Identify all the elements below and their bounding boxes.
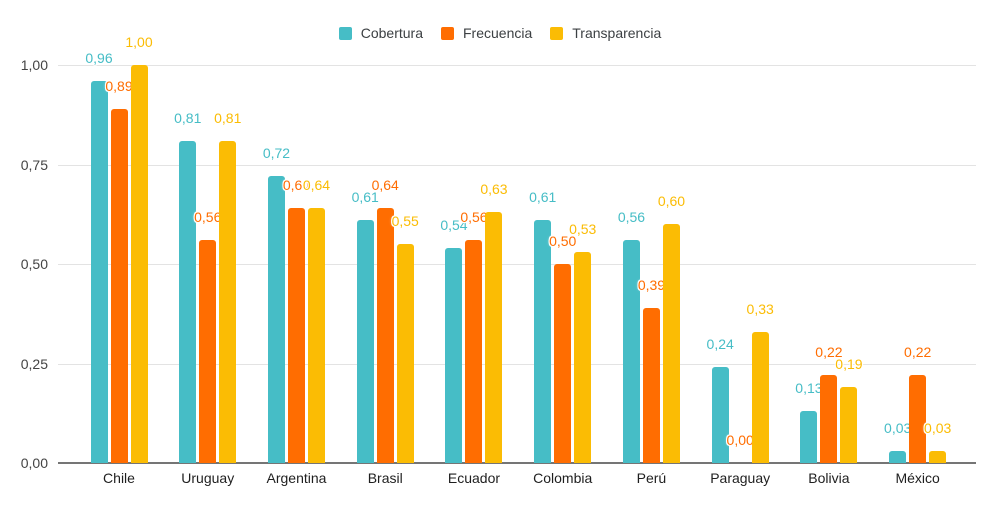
bar-transparencia-chile[interactable] bbox=[130, 65, 148, 463]
value-label-frecuencia-uruguay: 0,56 bbox=[194, 209, 222, 226]
bar-frecuencia-peru[interactable] bbox=[642, 307, 660, 463]
value-label-frecuencia-brasil: 0,64 bbox=[371, 177, 399, 194]
value-label-transparencia-paraguay: 0,33 bbox=[746, 300, 774, 317]
value-label-cobertura-paraguay: 0,24 bbox=[706, 336, 734, 353]
bar-cobertura-uruguay[interactable] bbox=[179, 140, 197, 463]
value-label-cobertura-chile: 0,96 bbox=[85, 49, 113, 66]
value-label-frecuencia-peru: 0,39 bbox=[637, 276, 666, 293]
bar-transparencia-peru[interactable] bbox=[662, 224, 680, 463]
value-label-cobertura-mexico: 0,03 bbox=[884, 420, 912, 437]
x-axis-label-brasil: Brasil bbox=[367, 470, 403, 486]
value-label-frecuencia-chile: 0,89 bbox=[105, 77, 133, 94]
bar-cobertura-paraguay[interactable] bbox=[711, 367, 729, 463]
bar-frecuencia-uruguay[interactable] bbox=[199, 240, 217, 463]
x-axis-label-chile: Chile bbox=[103, 470, 135, 486]
value-label-cobertura-brasil: 0,61 bbox=[351, 189, 379, 206]
bar-transparencia-bolivia[interactable] bbox=[840, 387, 858, 463]
value-label-transparencia-argentina: 0,64 bbox=[302, 177, 331, 194]
bar-transparencia-argentina[interactable] bbox=[307, 208, 325, 463]
gridline bbox=[58, 65, 976, 66]
bar-transparencia-paraguay[interactable] bbox=[751, 331, 769, 463]
y-axis-tick-label: 0,50 bbox=[20, 256, 48, 272]
bar-cobertura-chile[interactable] bbox=[90, 80, 108, 463]
value-label-cobertura-ecuador: 0,54 bbox=[440, 217, 468, 234]
x-axis-label-paraguay: Paraguay bbox=[710, 470, 771, 486]
bar-transparencia-colombia[interactable] bbox=[574, 252, 592, 463]
legend-item-cobertura[interactable]: Cobertura bbox=[338, 25, 423, 41]
bar-transparencia-ecuador[interactable] bbox=[485, 212, 503, 463]
y-axis-tick-label: 0,00 bbox=[20, 455, 48, 471]
legend-item-transparencia[interactable]: Transparencia bbox=[550, 26, 661, 40]
bar-cobertura-colombia[interactable] bbox=[534, 220, 552, 463]
value-label-transparencia-bolivia: 0,19 bbox=[835, 356, 863, 373]
value-label-frecuencia-paraguay: 0,00 bbox=[726, 432, 754, 448]
bar-cobertura-brasil[interactable] bbox=[356, 220, 374, 463]
gridline bbox=[58, 363, 976, 365]
value-label-transparencia-peru: 0,60 bbox=[657, 193, 686, 210]
y-axis-tick-label: 1,00 bbox=[20, 57, 48, 73]
x-axis-label-peru: Perú bbox=[636, 470, 667, 486]
y-axis-tick-label: 0,25 bbox=[20, 355, 48, 372]
x-axis-label-argentina: Argentina bbox=[266, 470, 327, 486]
x-axis-baseline bbox=[58, 462, 976, 464]
bar-frecuencia-chile[interactable] bbox=[110, 108, 128, 463]
gridline bbox=[58, 164, 976, 166]
value-label-frecuencia-bolivia: 0,22 bbox=[815, 344, 843, 361]
bar-cobertura-peru[interactable] bbox=[622, 240, 640, 463]
legend-swatch-frecuencia bbox=[441, 26, 454, 40]
chart-legend: Cobertura Frecuencia Transparencia bbox=[0, 26, 1000, 40]
bar-transparencia-mexico[interactable] bbox=[929, 451, 947, 463]
legend-swatch-transparencia bbox=[550, 26, 564, 40]
x-axis-label-uruguay: Uruguay bbox=[181, 470, 235, 486]
value-label-frecuencia-colombia: 0,50 bbox=[549, 233, 577, 249]
legend-label: Frecuencia bbox=[463, 25, 533, 41]
legend-label: Cobertura bbox=[360, 25, 423, 41]
value-label-frecuencia-argentina: 0,64 bbox=[282, 177, 311, 194]
value-label-transparencia-ecuador: 0,63 bbox=[480, 181, 508, 198]
value-label-frecuencia-mexico: 0,22 bbox=[904, 344, 932, 361]
value-label-transparencia-brasil: 0,55 bbox=[391, 213, 419, 230]
value-label-transparencia-mexico: 0,03 bbox=[924, 420, 952, 437]
bar-frecuencia-colombia[interactable] bbox=[554, 264, 572, 463]
bar-cobertura-ecuador[interactable] bbox=[445, 248, 463, 463]
value-label-cobertura-colombia: 0,61 bbox=[529, 189, 557, 206]
value-label-cobertura-argentina: 0,72 bbox=[262, 145, 291, 162]
bar-cobertura-bolivia[interactable] bbox=[800, 411, 818, 463]
bar-frecuencia-brasil[interactable] bbox=[376, 208, 394, 463]
legend-label: Transparencia bbox=[572, 25, 662, 41]
bar-cobertura-mexico[interactable] bbox=[889, 451, 907, 463]
x-axis-label-colombia: Colombia bbox=[533, 470, 593, 486]
gridline bbox=[58, 264, 976, 265]
x-axis-label-mexico: México bbox=[895, 470, 940, 486]
value-label-transparencia-uruguay: 0,81 bbox=[214, 109, 242, 126]
value-label-cobertura-bolivia: 0,13 bbox=[795, 380, 823, 397]
bar-frecuencia-mexico[interactable] bbox=[909, 375, 927, 463]
x-axis-label-bolivia: Bolivia bbox=[808, 470, 850, 486]
bar-cobertura-argentina[interactable] bbox=[267, 176, 285, 463]
value-label-transparencia-chile: 1,00 bbox=[125, 34, 153, 50]
value-label-cobertura-uruguay: 0,81 bbox=[174, 109, 202, 126]
x-axis-label-ecuador: Ecuador bbox=[447, 470, 501, 486]
value-label-cobertura-peru: 0,56 bbox=[617, 209, 646, 226]
y-axis-tick-label: 0,75 bbox=[20, 156, 48, 173]
legend-item-frecuencia[interactable]: Frecuencia bbox=[441, 26, 532, 40]
bar-transparencia-uruguay[interactable] bbox=[219, 140, 237, 463]
bar-frecuencia-ecuador[interactable] bbox=[465, 240, 483, 463]
bar-frecuencia-bolivia[interactable] bbox=[820, 375, 838, 463]
value-label-transparencia-colombia: 0,53 bbox=[569, 221, 597, 238]
legend-swatch-cobertura bbox=[338, 26, 352, 40]
bar-transparencia-brasil[interactable] bbox=[396, 244, 414, 463]
value-label-frecuencia-ecuador: 0,56 bbox=[460, 209, 488, 226]
bar-frecuencia-argentina[interactable] bbox=[287, 208, 305, 463]
